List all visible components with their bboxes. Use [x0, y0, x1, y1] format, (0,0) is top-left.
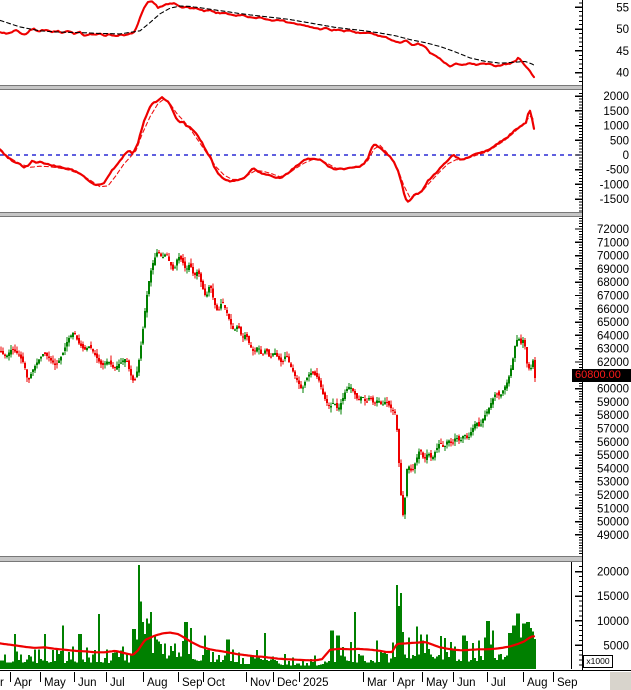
axis-tick-label: 50	[616, 24, 629, 36]
axis-tick-label: 55	[616, 2, 629, 14]
axis-tick-label: 68000	[597, 277, 629, 289]
axis-tick-label: 67000	[597, 291, 629, 303]
axis-tick-label: -500	[606, 165, 629, 177]
panel-top-indicator	[0, 0, 536, 79]
panel-volume	[0, 562, 572, 669]
axis-tick-label: 1500	[603, 106, 629, 118]
axis-tick-label: 70000	[597, 251, 629, 263]
month-label: 2025	[303, 677, 329, 689]
value-axis: 555045402000150010005000-500-1000-150072…	[575, 0, 629, 671]
axis-tick-label: 60000	[597, 384, 629, 396]
volume-unit-label: x1000	[583, 655, 613, 668]
axis-tick-label: 10000	[597, 616, 629, 628]
axis-tick-label: 66000	[597, 304, 629, 316]
month-label: Apr	[397, 677, 415, 689]
panel-price-candles	[0, 249, 536, 520]
time-axis: r Apr May Jun Jul Aug Sep Oct Nov Dec 2025 Mar Apr Ma…	[0, 670, 631, 689]
axis-tick-label: 72000	[597, 224, 629, 236]
axis-tick-label: 55000	[597, 450, 629, 462]
month-label: May	[44, 677, 66, 689]
axis-tick-label: 49000	[597, 530, 629, 542]
axis-tick-label: 62000	[597, 357, 629, 369]
axis-tick-label: 63000	[597, 344, 629, 356]
partial-month-label: r	[0, 677, 4, 689]
axis-tick-label: -1000	[600, 179, 629, 191]
month-label: Jun	[78, 677, 97, 689]
axis-tick-label: 69000	[597, 264, 629, 276]
axis-tick-label: 0	[623, 150, 629, 162]
axis-tick-label: 71000	[597, 237, 629, 249]
axis-tick-label: 64000	[597, 330, 629, 342]
month-label: Dec	[277, 677, 298, 689]
month-label: Apr	[14, 677, 32, 689]
axis-tick-label: 50000	[597, 517, 629, 529]
month-label: Aug	[147, 677, 167, 689]
axis-tick-label: 54000	[597, 463, 629, 475]
axis-tick-label: 52000	[597, 490, 629, 502]
month-label: May	[426, 677, 448, 689]
axis-tick-label: 59000	[597, 397, 629, 409]
last-price-tag: 60800.00	[572, 369, 631, 382]
panel-dividers	[0, 85, 582, 562]
month-label: Sep	[557, 677, 577, 689]
month-label: Jul	[110, 677, 125, 689]
axis-tick-label: 1000	[603, 121, 629, 133]
month-label: Jul	[491, 677, 506, 689]
axis-tick-label: 53000	[597, 477, 629, 489]
panel-oscillator	[0, 96, 582, 203]
month-label: Oct	[207, 677, 226, 689]
axis-tick-label: 56000	[597, 437, 629, 449]
axis-tick-label: 45	[616, 46, 629, 58]
axis-tick-label: 57000	[597, 424, 629, 436]
month-label: Mar	[367, 677, 387, 689]
month-label: Nov	[250, 677, 271, 689]
axis-tick-label: 500	[610, 135, 629, 147]
axis-tick-label: 15000	[597, 591, 629, 603]
axis-tick-label: 58000	[597, 410, 629, 422]
month-label: Aug	[527, 677, 547, 689]
axis-tick-label: 51000	[597, 503, 629, 515]
window-resize-corner	[610, 672, 631, 690]
axis-tick-label: 5000	[603, 640, 629, 652]
axis-tick-label: -1500	[600, 194, 629, 206]
axis-tick-label: 2000	[603, 91, 629, 103]
axis-tick-label: 40	[616, 68, 629, 80]
axis-tick-label: 20000	[597, 567, 629, 579]
month-label: Sep	[182, 677, 202, 689]
month-label: Jun	[457, 677, 476, 689]
axis-tick-label: 65000	[597, 317, 629, 329]
